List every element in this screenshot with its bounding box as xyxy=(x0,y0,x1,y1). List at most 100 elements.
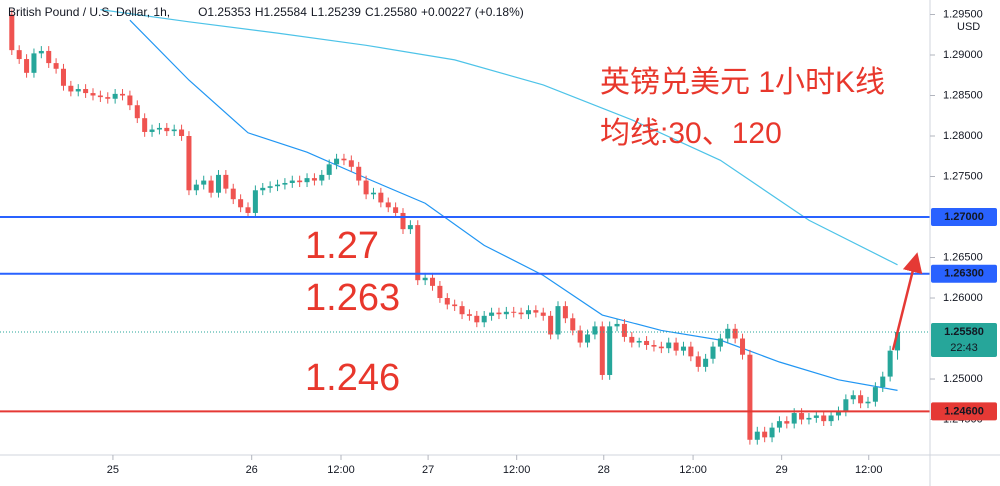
candle-body xyxy=(850,395,856,400)
candle-body xyxy=(407,225,413,230)
candle-body xyxy=(393,207,399,213)
candle-body xyxy=(496,312,502,315)
candle-body xyxy=(688,346,694,357)
candle-body xyxy=(252,190,258,213)
arrow xyxy=(891,252,923,351)
candle-body xyxy=(267,186,273,188)
candle-body xyxy=(680,346,686,351)
annotation-subtitle: 均线:30、120 xyxy=(600,117,782,150)
candle-body xyxy=(806,417,812,420)
change: +0.00227 (+0.18%) xyxy=(421,5,524,19)
x-tick-label: 12:00 xyxy=(327,464,355,476)
candle-body xyxy=(127,95,133,106)
candle-body xyxy=(245,207,251,213)
candle-body xyxy=(821,415,827,422)
y-tick-label: 1.25000 xyxy=(943,373,983,385)
level-label: 1.27000 xyxy=(944,211,984,223)
ohlc-value: 1.25239 xyxy=(318,5,362,19)
x-tick-label: 12:00 xyxy=(855,464,883,476)
ohlc-key: O xyxy=(198,5,207,19)
x-tick-label: 28 xyxy=(598,464,610,476)
candle-body xyxy=(260,187,266,191)
candle-body xyxy=(400,212,406,230)
candle-body xyxy=(799,413,805,420)
ohlc-key: L xyxy=(311,5,318,19)
candle-body xyxy=(828,415,834,422)
level-box xyxy=(931,208,997,227)
candle-body xyxy=(725,328,731,339)
candle-body xyxy=(474,315,480,323)
candle-body xyxy=(334,158,340,165)
candle-body xyxy=(341,158,347,161)
candle-body xyxy=(348,160,354,167)
candle-body xyxy=(599,326,605,375)
candle-body xyxy=(112,93,118,99)
candle-body xyxy=(614,323,620,327)
symbol: British Pound / U.S. Dollar, 1h, xyxy=(8,5,170,19)
candle-body xyxy=(858,395,864,404)
y-tick-label: 1.28500 xyxy=(943,89,983,101)
candle-body xyxy=(223,174,229,189)
ohlc-value: 1.25580 xyxy=(374,5,418,19)
candle-body xyxy=(636,340,642,343)
candle-body xyxy=(540,312,546,316)
candle-body xyxy=(525,310,531,315)
axes: 1.245001.250001.260001.265001.275001.280… xyxy=(107,8,997,476)
moving-average xyxy=(129,19,898,391)
candle-body xyxy=(75,89,81,92)
candle-body xyxy=(16,50,22,60)
countdown: 22:43 xyxy=(950,342,978,354)
candle-body xyxy=(791,413,797,424)
candle-body xyxy=(326,164,332,175)
candle-body xyxy=(813,415,819,418)
candle-body xyxy=(68,85,74,92)
candle-body xyxy=(437,285,443,299)
last-price-label: 1.25580 xyxy=(944,326,984,338)
candle-body xyxy=(186,136,192,191)
candle-body xyxy=(843,399,849,412)
candle-body xyxy=(120,93,126,96)
y-tick-label: 1.29000 xyxy=(943,49,983,61)
moving-average xyxy=(100,9,898,266)
level-box xyxy=(931,264,997,283)
x-tick-label: 25 xyxy=(107,464,119,476)
candle-body xyxy=(156,127,162,130)
candle-body xyxy=(282,182,288,185)
candle-body xyxy=(444,298,450,305)
x-tick-label: 12:00 xyxy=(503,464,531,476)
candle-body xyxy=(747,354,753,440)
candle-body xyxy=(415,225,421,281)
ohlc-key: H xyxy=(255,5,264,19)
annotation-label: 1.246 xyxy=(305,357,400,399)
candle-body xyxy=(164,127,170,132)
y-tick-label: 1.26500 xyxy=(943,251,983,263)
candle-body xyxy=(555,306,561,335)
candle-body xyxy=(776,421,782,428)
candle-body xyxy=(60,68,66,86)
candle-body xyxy=(97,95,103,98)
y-tick-label: 1.26000 xyxy=(943,292,983,304)
candle-body xyxy=(289,180,295,183)
ohlc-value: 1.25584 xyxy=(263,5,307,19)
candle-body xyxy=(732,328,738,339)
candle-body xyxy=(90,93,96,96)
candle-body xyxy=(872,387,878,402)
candle-body xyxy=(459,306,465,315)
x-tick-label: 26 xyxy=(246,464,258,476)
candle-body xyxy=(880,376,886,388)
candle-body xyxy=(230,188,236,200)
x-tick-label: 12:00 xyxy=(679,464,707,476)
annotation-label: 1.27 xyxy=(305,225,379,267)
candle-body xyxy=(193,184,199,191)
candle-body xyxy=(570,318,576,331)
candle-body xyxy=(105,97,111,99)
candle-body xyxy=(710,346,716,359)
candle-body xyxy=(311,178,317,181)
candle-body xyxy=(356,166,362,181)
candle-body xyxy=(607,326,613,375)
candle-body xyxy=(503,311,509,315)
level-label: 1.24600 xyxy=(944,405,984,417)
y-tick-label: 1.29500 xyxy=(943,8,983,20)
